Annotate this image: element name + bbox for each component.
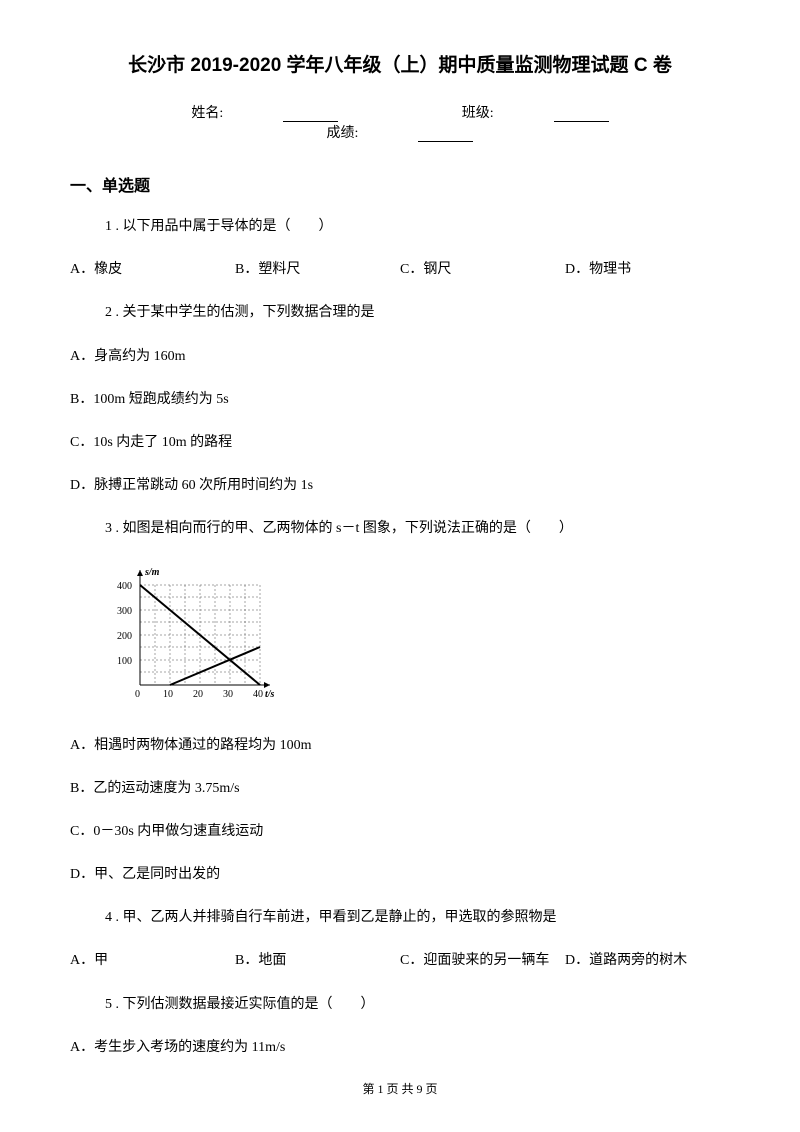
name-blank[interactable] (283, 108, 338, 122)
question-3: 3 . 如图是相向而行的甲、乙两物体的 s－t 图象，下列说法正确的是（ ） (70, 516, 730, 541)
question-5: 5 . 下列估测数据最接近实际值的是（ ） (70, 992, 730, 1017)
question-1: 1 . 以下用品中属于导体的是（ ） (70, 214, 730, 239)
q3-option-b: B．乙的运动速度为 3.75m/s (70, 776, 730, 801)
q2-option-a: A．身高约为 160m (70, 344, 730, 369)
name-field: 姓名: (161, 102, 368, 122)
question-4-options: A．甲 B．地面 C．迎面驶来的另一辆车 D．道路两旁的树木 (70, 948, 730, 973)
svg-text:t/s: t/s (265, 689, 275, 700)
q4-option-a: A．甲 (70, 948, 235, 973)
q4-option-d: D．道路两旁的树木 (565, 948, 730, 973)
q5-option-a: A．考生步入考场的速度约为 11m/s (70, 1035, 730, 1060)
svg-text:s/m: s/m (144, 567, 160, 578)
svg-text:200: 200 (117, 631, 132, 642)
svg-text:40: 40 (253, 689, 263, 700)
question-1-options: A．橡皮 B．塑料尺 C．钢尺 D．物理书 (70, 257, 730, 282)
page-title: 长沙市 2019-2020 学年八年级（上）期中质量监测物理试题 C 卷 (70, 50, 730, 77)
class-blank[interactable] (554, 108, 609, 122)
q3-option-d: D．甲、乙是同时出发的 (70, 862, 730, 887)
svg-text:400: 400 (117, 581, 132, 592)
question-2: 2 . 关于某中学生的估测，下列数据合理的是 (70, 300, 730, 325)
svg-text:0: 0 (135, 689, 140, 700)
chart-figure: s/m t/s 400 300 200 100 0 10 20 30 40 (105, 560, 730, 715)
student-info-row: 姓名: 班级: 成绩: (70, 102, 730, 142)
q3-option-a: A．相遇时两物体通过的路程均为 100m (70, 733, 730, 758)
q4-option-b: B．地面 (235, 948, 400, 973)
q1-option-c: C．钢尺 (400, 257, 565, 282)
q1-option-b: B．塑料尺 (235, 257, 400, 282)
svg-text:10: 10 (163, 689, 173, 700)
q3-option-c: C．0－30s 内甲做匀速直线运动 (70, 819, 730, 844)
st-chart: s/m t/s 400 300 200 100 0 10 20 30 40 (105, 560, 285, 710)
q2-option-d: D．脉搏正常跳动 60 次所用时间约为 1s (70, 473, 730, 498)
score-field: 成绩: (297, 122, 504, 142)
svg-text:20: 20 (193, 689, 203, 700)
class-field: 班级: (432, 102, 639, 122)
q4-option-c: C．迎面驶来的另一辆车 (400, 948, 565, 973)
question-4: 4 . 甲、乙两人并排骑自行车前进，甲看到乙是静止的，甲选取的参照物是 (70, 905, 730, 930)
page-footer: 第 1 页 共 9 页 (0, 1080, 800, 1097)
score-blank[interactable] (418, 128, 473, 142)
svg-text:30: 30 (223, 689, 233, 700)
svg-text:300: 300 (117, 606, 132, 617)
q2-option-c: C．10s 内走了 10m 的路程 (70, 430, 730, 455)
section-header: 一、单选题 (70, 172, 730, 196)
q1-option-a: A．橡皮 (70, 257, 235, 282)
svg-text:100: 100 (117, 656, 132, 667)
q2-option-b: B．100m 短跑成绩约为 5s (70, 387, 730, 412)
q1-option-d: D．物理书 (565, 257, 730, 282)
